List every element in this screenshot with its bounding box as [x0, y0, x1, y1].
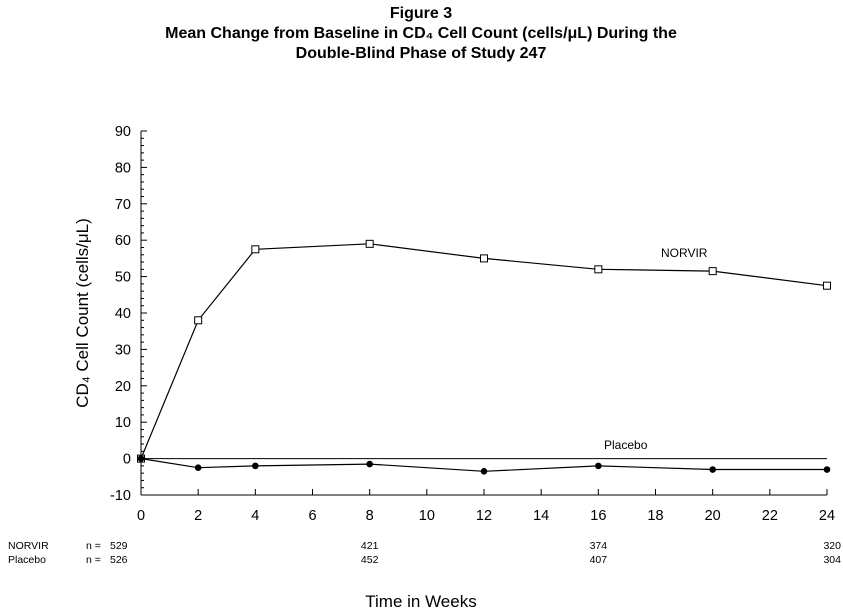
y-tick-label: 40	[115, 306, 131, 322]
n-value: 529	[110, 540, 128, 552]
n-value: 374	[590, 540, 608, 552]
data-point	[194, 316, 203, 325]
y-tick-label: -10	[110, 488, 131, 504]
data-point	[594, 265, 603, 274]
data-point	[595, 462, 602, 470]
n-value: 304	[823, 554, 841, 566]
y-tick-label: 90	[115, 124, 131, 140]
y-tick-label: 10	[115, 415, 131, 431]
title-line: Figure 3	[390, 5, 452, 22]
x-tick-label: 0	[137, 508, 145, 524]
n-value: 407	[590, 554, 608, 566]
data-point	[251, 245, 260, 254]
x-tick-label: 12	[476, 508, 492, 524]
title-line: Mean Change from Baseline in CD₄ Cell Co…	[165, 25, 677, 42]
n-value: 421	[361, 540, 379, 552]
n-prefix: n =	[86, 540, 101, 552]
y-tick-label: 70	[115, 197, 131, 213]
x-tick-label: 8	[366, 508, 374, 524]
x-tick-label: 18	[647, 508, 663, 524]
y-tick-label: 0	[123, 452, 131, 468]
y-tick-label: 80	[115, 160, 131, 176]
y-tick-label: 20	[115, 379, 131, 395]
y-tick-label: 30	[115, 342, 131, 358]
series-label-norvir: NORVIR	[661, 246, 708, 260]
data-point	[823, 281, 831, 290]
x-tick-label: 16	[590, 508, 606, 524]
x-tick-label: 14	[533, 508, 549, 524]
n-value: 452	[361, 554, 379, 566]
y-tick-label: 60	[115, 233, 131, 249]
data-point	[194, 464, 202, 472]
n-value: 526	[110, 554, 128, 566]
title-line: Double-Blind Phase of Study 247	[296, 45, 547, 62]
data-point	[709, 466, 716, 473]
x-axis-title: Time in Weeks	[365, 592, 476, 611]
x-tick-label: 6	[308, 508, 316, 524]
x-tick-label: 10	[419, 508, 435, 524]
n-table: NORVIR n = 529 421 374 320 Placebo n = 526 452 407…	[8, 540, 841, 566]
x-tick-label: 24	[819, 508, 835, 524]
chart-title: Figure 3 Mean Change from Baseline in CD₄…	[165, 5, 677, 62]
y-tick-label: 50	[115, 270, 131, 286]
y-axis-title: CD₄ Cell Count (cells/μL)	[73, 218, 92, 408]
n-prefix: n =	[86, 554, 101, 566]
data-point	[366, 460, 373, 468]
x-tick-label: 4	[251, 508, 259, 524]
data-point	[708, 267, 717, 276]
data-point	[365, 239, 374, 248]
n-value: 320	[823, 540, 841, 552]
x-tick-label: 20	[705, 508, 721, 524]
data-point	[480, 254, 488, 263]
series: NORVIR Placebo	[137, 239, 831, 475]
series-line	[140, 458, 827, 472]
data-point	[823, 466, 831, 473]
n-row-label: Placebo	[8, 554, 46, 566]
data-point	[252, 462, 259, 470]
n-row-label: NORVIR	[8, 540, 49, 552]
x-tick-label: 22	[762, 508, 778, 524]
series-label-placebo: Placebo	[604, 438, 648, 452]
series-line	[140, 243, 828, 459]
data-point	[137, 455, 145, 462]
data-point	[480, 468, 488, 475]
x-tick-label: 2	[194, 508, 202, 524]
